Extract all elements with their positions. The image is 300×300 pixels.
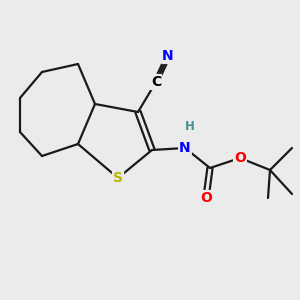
Text: S: S (113, 171, 123, 185)
Text: O: O (234, 151, 246, 165)
Text: H: H (185, 121, 195, 134)
Text: O: O (200, 191, 212, 205)
Text: C: C (151, 75, 161, 89)
Text: N: N (162, 49, 174, 63)
Text: N: N (179, 141, 191, 155)
